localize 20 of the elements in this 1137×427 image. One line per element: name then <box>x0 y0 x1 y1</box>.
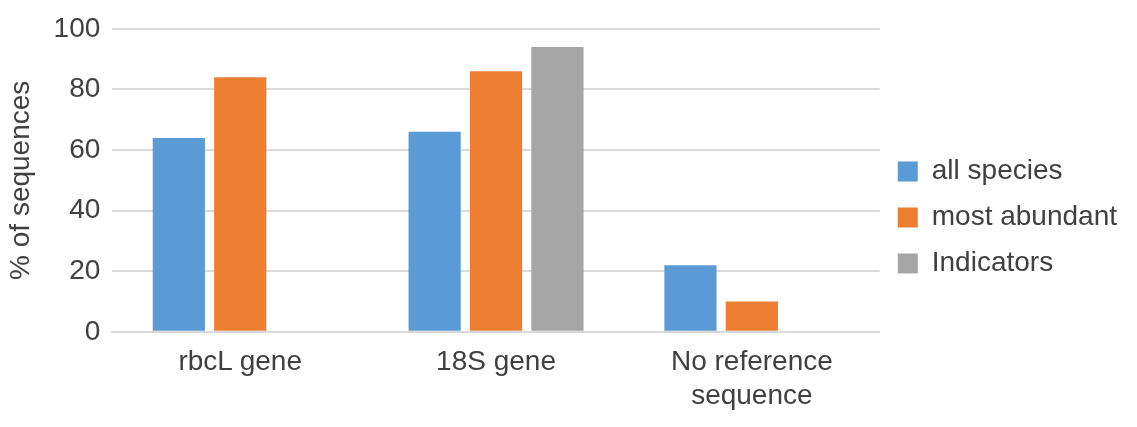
y-tick-label: 20 <box>69 253 101 285</box>
legend-label: all species <box>931 154 1063 186</box>
bar <box>725 301 778 331</box>
legend-label: most abundant <box>931 200 1118 232</box>
bar <box>664 265 717 331</box>
y-axis-title: % of sequences <box>3 80 35 280</box>
y-tick-label: 60 <box>69 132 101 164</box>
bar <box>531 46 584 331</box>
bar <box>152 137 205 331</box>
y-tick-label: 80 <box>69 72 101 104</box>
legend-label: Indicators <box>931 246 1054 278</box>
y-tick-label: 40 <box>69 193 101 225</box>
bar <box>408 131 461 331</box>
x-tick-label: rbcL gene <box>178 345 302 377</box>
x-tick-label: No reference sequence <box>670 345 833 410</box>
bar <box>214 77 267 331</box>
bar <box>469 71 523 331</box>
x-tick-label: 18S gene <box>436 345 556 377</box>
y-tick-label: 100 <box>53 11 101 43</box>
y-tick-label: 0 <box>84 314 101 346</box>
